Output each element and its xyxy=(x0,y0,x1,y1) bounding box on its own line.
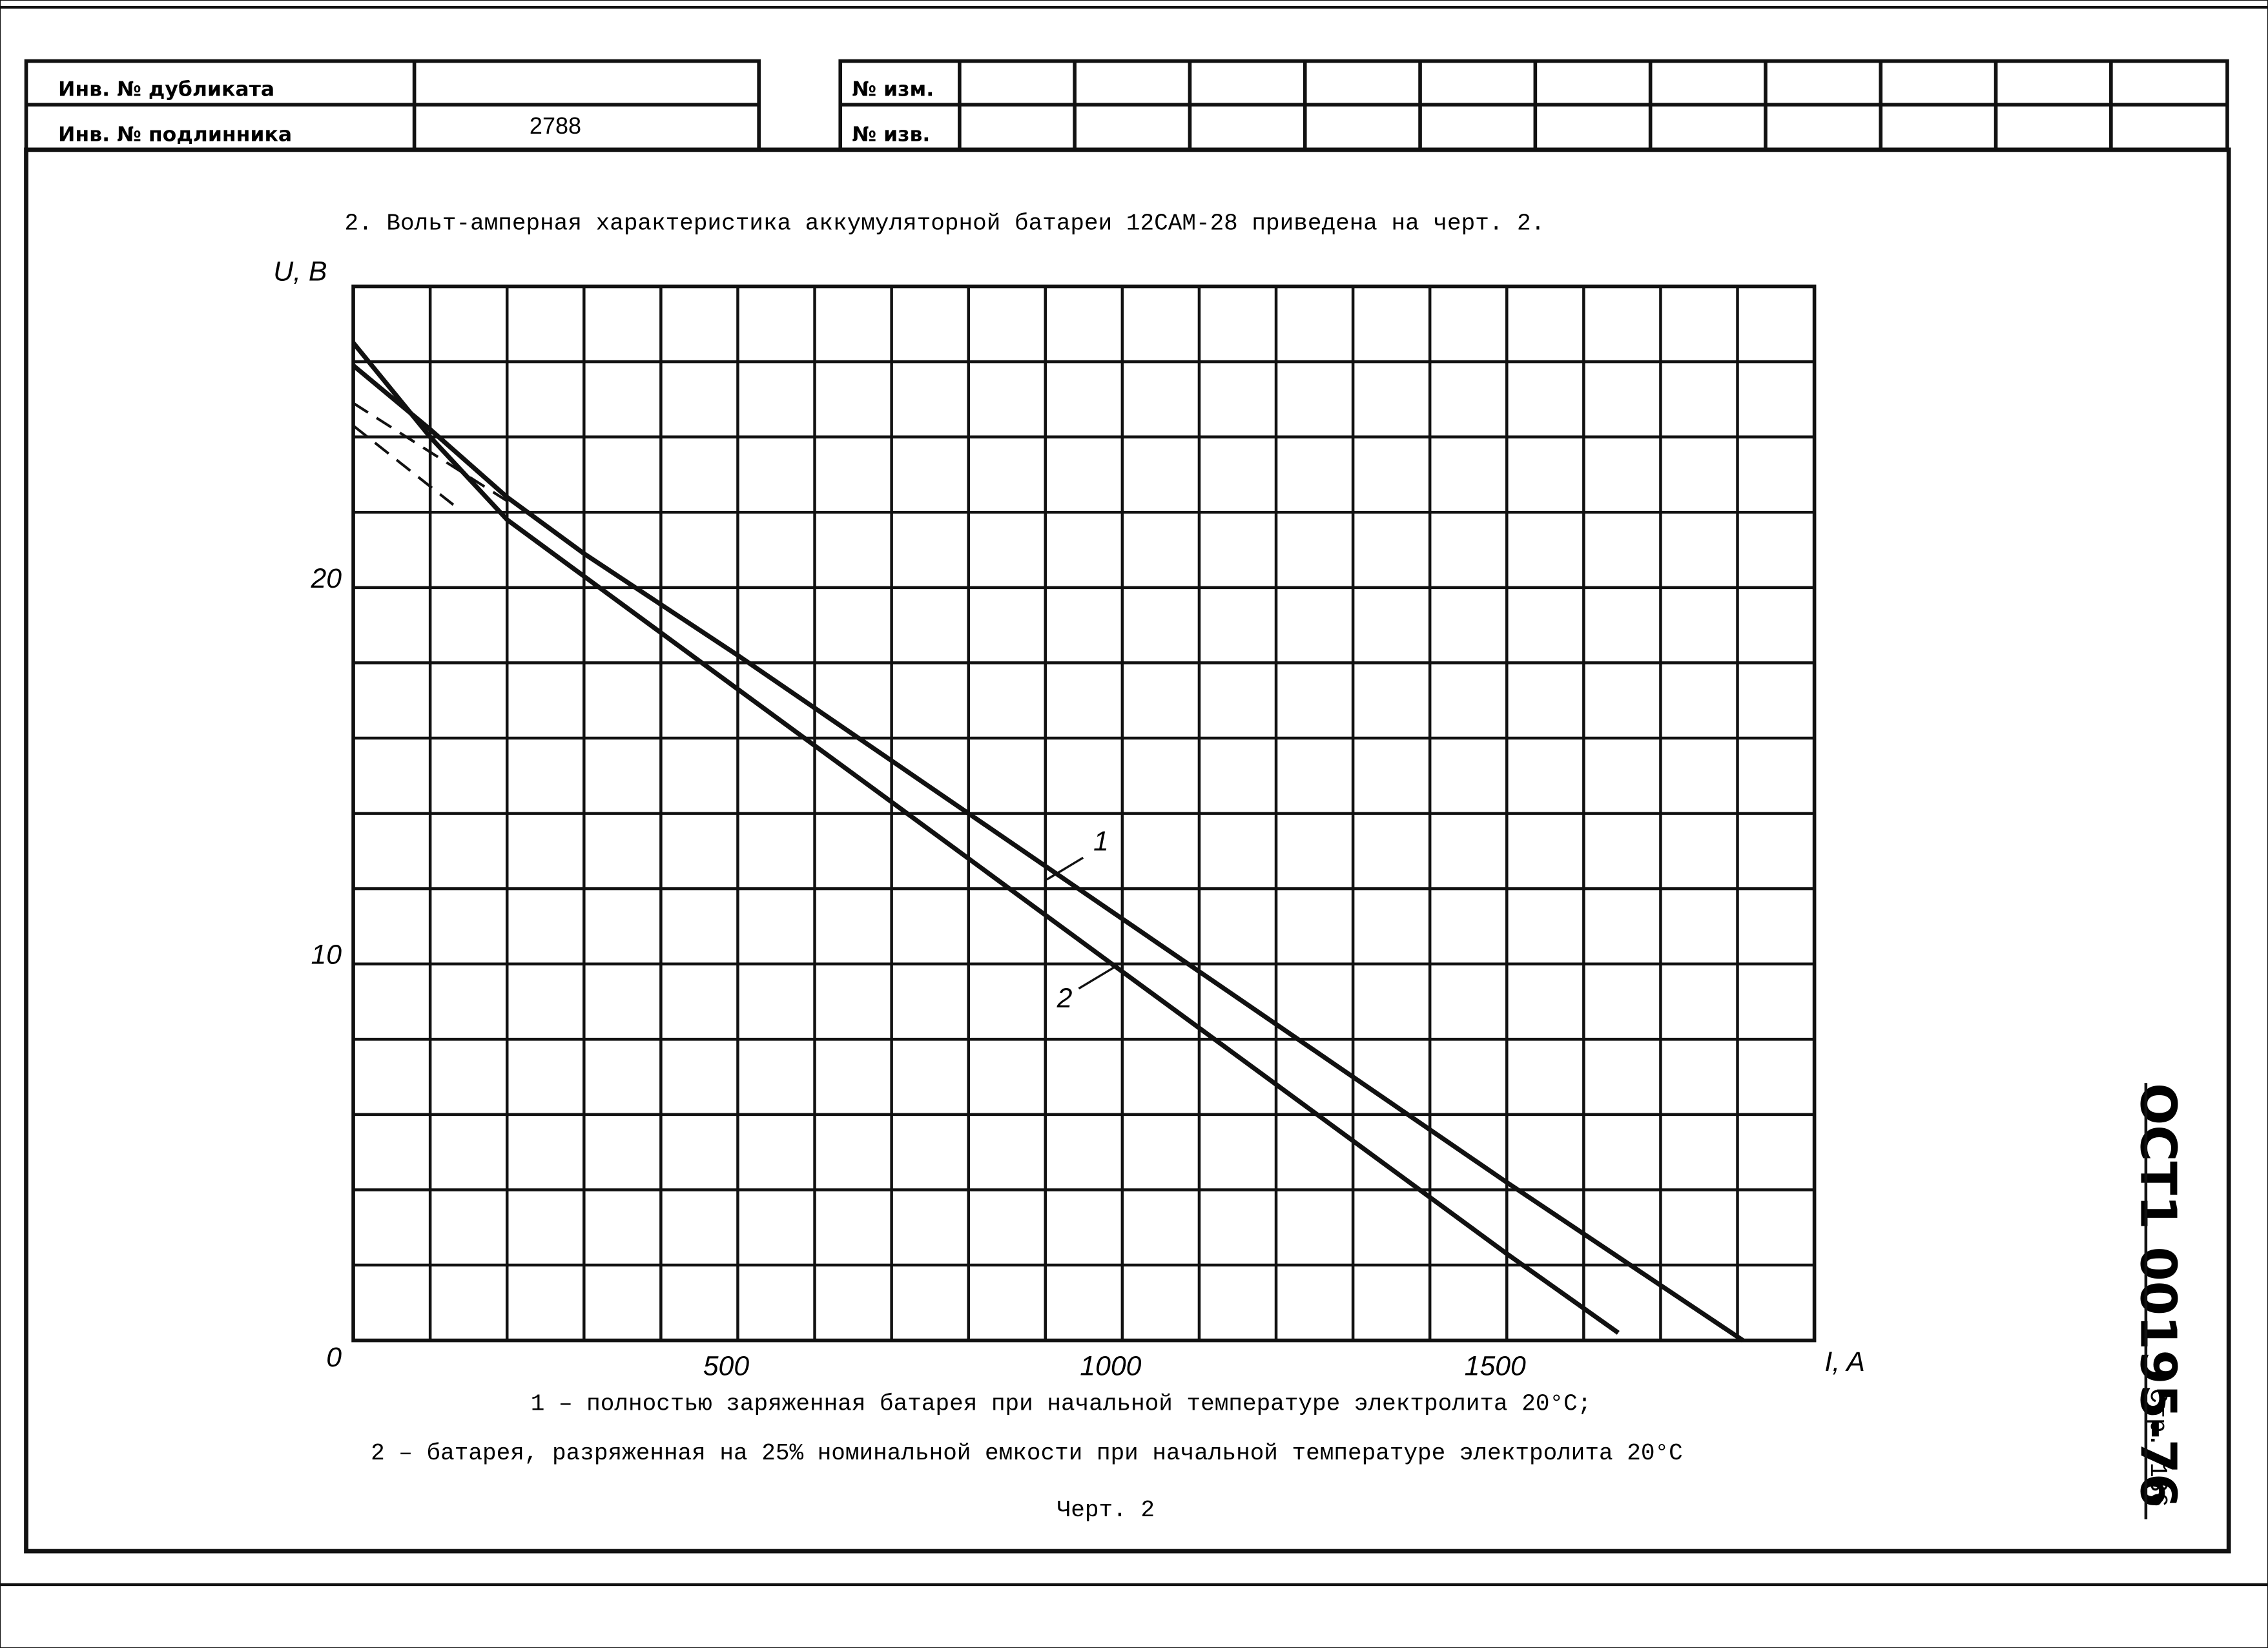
dashed-curve xyxy=(352,424,455,506)
curve-label: 1 xyxy=(1093,826,1109,857)
x-axis-label: I, A xyxy=(1824,1346,1865,1377)
curve xyxy=(351,341,1620,1335)
cell: 2788 xyxy=(530,112,581,139)
inventory-table xyxy=(24,59,761,152)
doc-code: ОСТ1 00195-76 xyxy=(2129,1083,2186,1508)
caption: 1 – полностью заряженная батарея при нач… xyxy=(531,1391,1592,1417)
cell: Инв. № дубликата xyxy=(58,78,274,101)
intro: 2. Вольт-амперная характеристика аккумул… xyxy=(345,211,1545,237)
plot-border xyxy=(351,284,1817,1343)
x-tick-label: 500 xyxy=(703,1351,750,1382)
cell: № изм. xyxy=(852,78,934,101)
dashed-curve xyxy=(352,402,508,502)
leader-line xyxy=(1078,965,1116,990)
caption: Черт. 2 xyxy=(1057,1497,1155,1523)
curve xyxy=(351,364,1744,1343)
page-number: Стр. 136 xyxy=(2143,1388,2171,1507)
caption: 2 – батарея, разряженная на 25% номиналь… xyxy=(371,1440,1683,1467)
x-tick-label: 1000 xyxy=(1080,1351,1141,1382)
y-tick-label: 10 xyxy=(311,940,342,971)
revision-table xyxy=(838,59,2229,152)
leader-line xyxy=(1046,856,1084,881)
y-tick-label: 20 xyxy=(310,563,342,594)
y-axis-label: U, В xyxy=(273,256,327,287)
curve-label: 2 xyxy=(1057,983,1073,1014)
cell: Инв. № подлинника xyxy=(58,123,292,146)
y-tick-label: 0 xyxy=(326,1342,342,1373)
x-tick-label: 1500 xyxy=(1465,1351,1526,1382)
side-stamp: ОСТ1 00195-76 Стр. 136 xyxy=(2129,1083,2186,1508)
cell: № изв. xyxy=(852,123,930,146)
